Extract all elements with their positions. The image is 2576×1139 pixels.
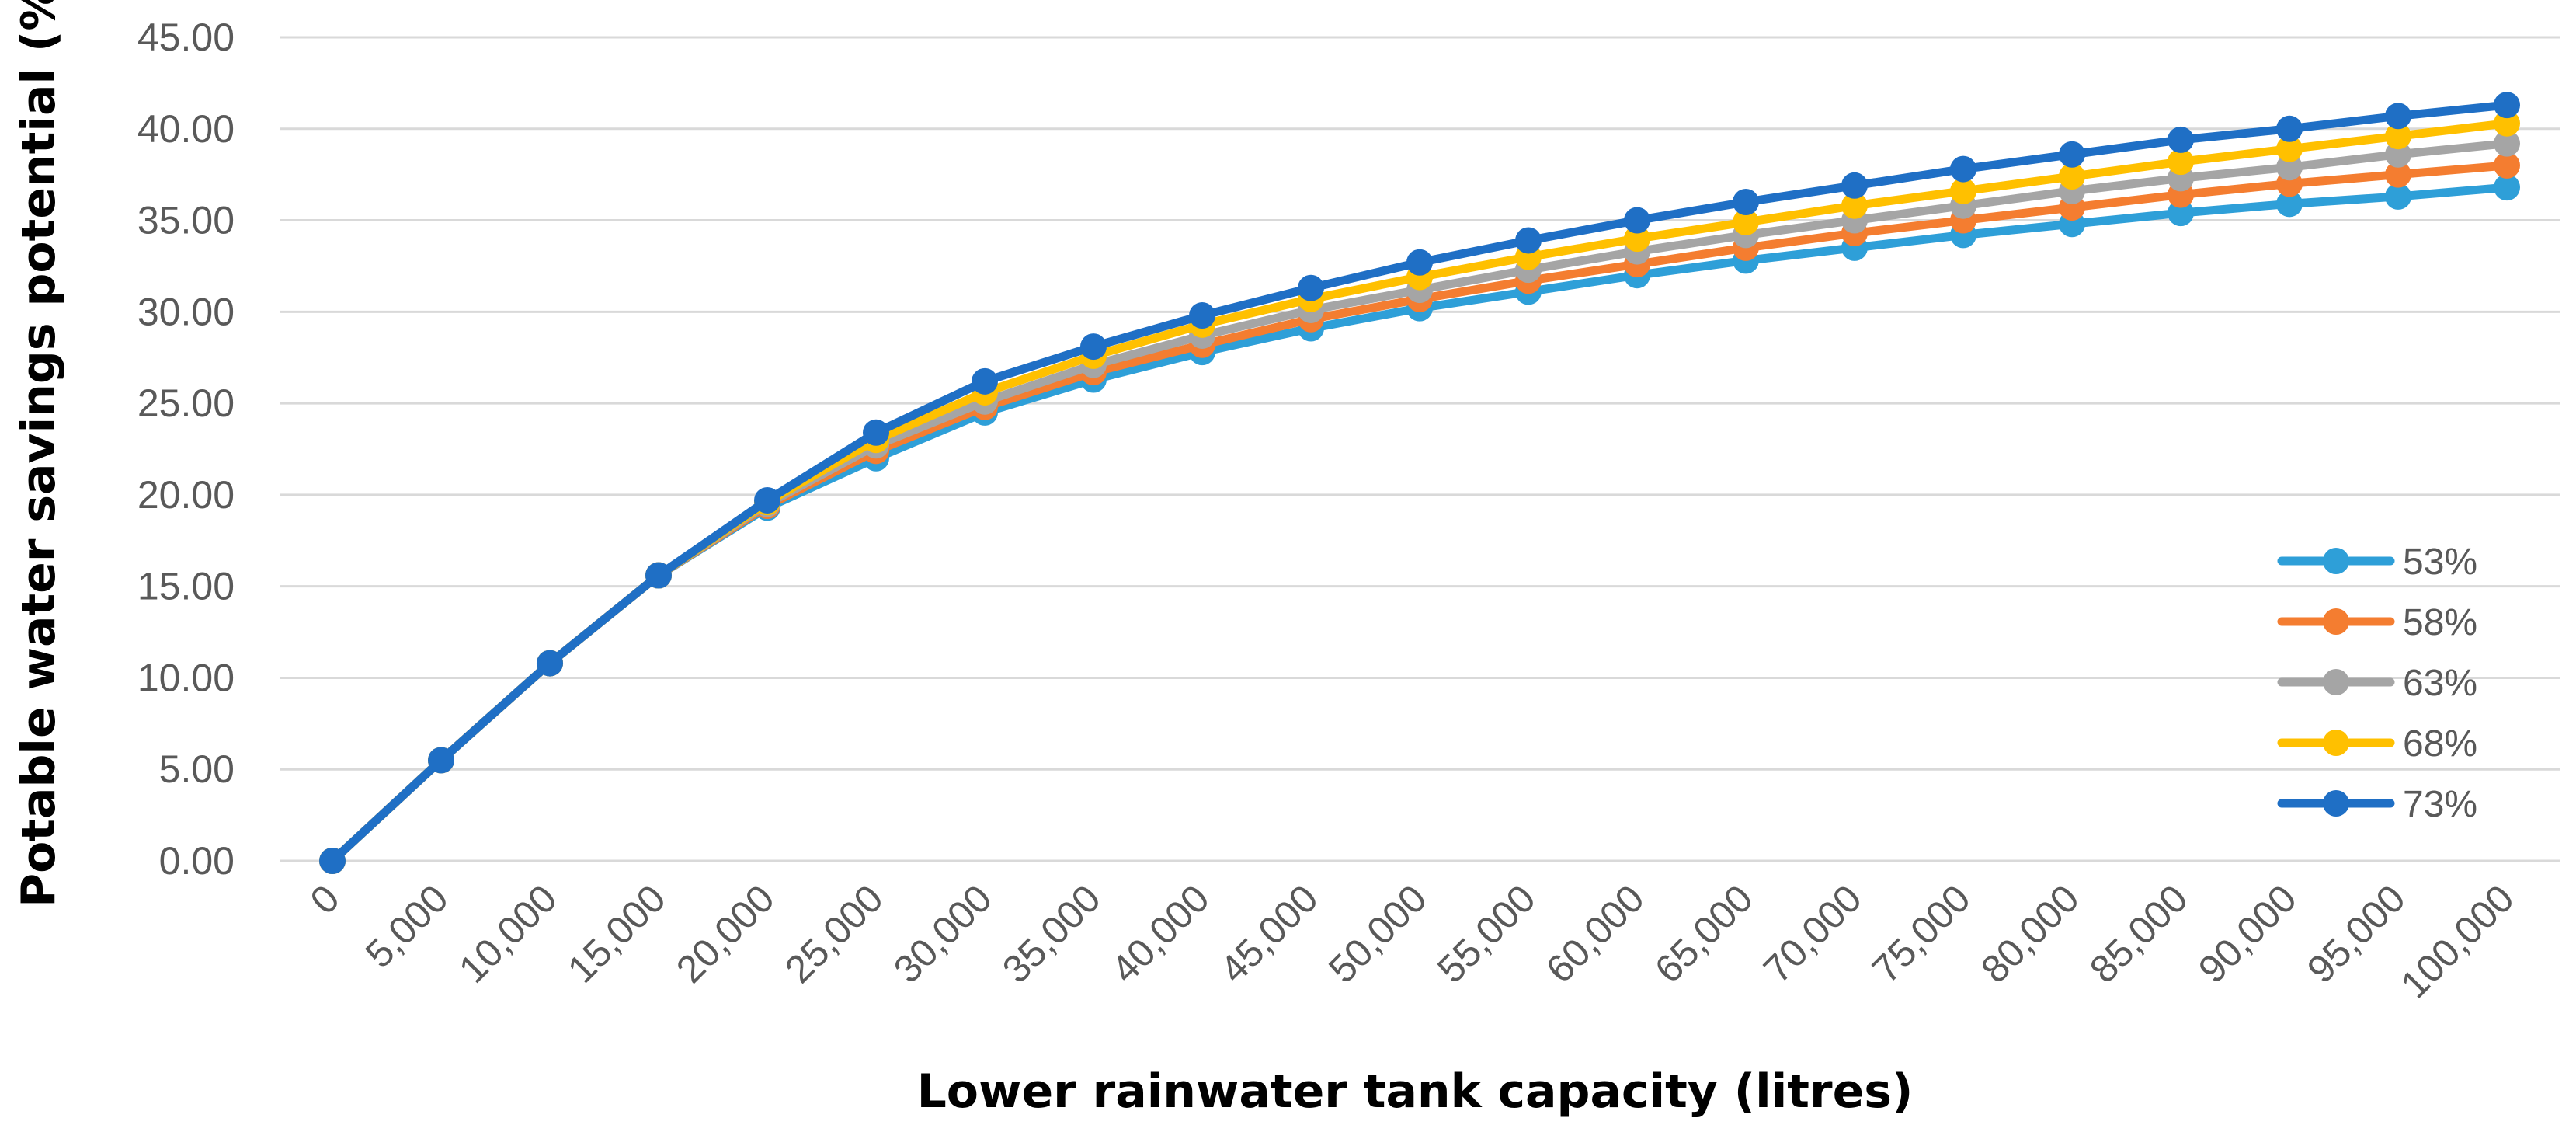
legend-swatch-marker [2323, 790, 2349, 817]
series-73% [319, 92, 2520, 874]
x-axis-title: Lower rainwater tank capacity (litres) [917, 1064, 1914, 1119]
x-tick-label: 85,000 [2081, 876, 2196, 991]
x-tick-label: 30,000 [885, 876, 1000, 991]
data-point [2276, 190, 2303, 218]
data-point [863, 419, 889, 446]
data-point [1841, 192, 1868, 219]
x-tick-label: 65,000 [1646, 876, 1761, 991]
x-tick-label: 5,000 [357, 876, 457, 976]
x-tick-label: 35,000 [994, 876, 1109, 991]
data-point [2494, 92, 2520, 119]
data-point [972, 367, 998, 395]
data-point [2168, 126, 2194, 153]
data-point [2494, 110, 2520, 137]
x-tick-label: 45,000 [1212, 876, 1326, 991]
x-tick-label: 55,000 [1429, 876, 1544, 991]
legend-item: 73% [2277, 784, 2477, 825]
legend-label: 63% [2403, 663, 2477, 704]
y-tick-label: 0.00 [159, 839, 235, 883]
x-tick-label: 90,000 [2190, 876, 2305, 991]
x-tick-label: 25,000 [777, 876, 892, 991]
series-lines [319, 92, 2520, 874]
y-tick-label: 25.00 [137, 381, 235, 425]
legend: 53% 58% 63% 68% 73% [2277, 542, 2477, 825]
data-point [2168, 200, 2194, 227]
x-tick-label: 75,000 [1864, 876, 1979, 991]
data-point [2385, 183, 2411, 210]
x-axis-ticks: 0 5,00010,00015,00020,00025,00030,00035,0… [302, 876, 2522, 1006]
y-tick-label: 45.00 [137, 16, 235, 59]
data-point [2385, 141, 2411, 168]
data-point [1624, 207, 1650, 234]
data-point [428, 747, 454, 774]
legend-swatch-marker [2323, 730, 2349, 756]
data-point [1406, 249, 1433, 276]
data-point [319, 848, 346, 874]
series-68% [319, 110, 2520, 874]
y-tick-label: 35.00 [137, 199, 235, 242]
x-tick-label: 0 [302, 876, 348, 922]
data-point [1950, 155, 1976, 183]
y-tick-label: 30.00 [137, 290, 235, 333]
x-tick-label: 20,000 [668, 876, 783, 991]
y-tick-label: 40.00 [137, 107, 235, 151]
y-tick-label: 20.00 [137, 473, 235, 517]
data-point [1624, 225, 1650, 253]
legend-swatch-marker [2323, 608, 2349, 635]
data-point [2385, 103, 2411, 130]
legend-item: 68% [2277, 723, 2477, 765]
data-point [2276, 154, 2303, 181]
y-axis-title: Potable water savings potential (%) [12, 0, 66, 907]
data-point [537, 650, 563, 677]
legend-item: 63% [2277, 663, 2477, 704]
data-point [2276, 115, 2303, 142]
data-point [2059, 141, 2085, 168]
data-point [1298, 274, 1324, 301]
y-axis-ticks: 0.00 5.00 10.00 15.00 20.00 25.00 30.00 35.00 40… [137, 16, 235, 883]
data-point [1189, 302, 1215, 329]
x-tick-label: 60,000 [1538, 876, 1653, 991]
data-point [1950, 177, 1976, 204]
data-point [2168, 148, 2194, 176]
legend-label: 53% [2403, 542, 2477, 583]
data-point [1515, 227, 1542, 254]
legend-item: 58% [2277, 602, 2477, 643]
data-point [2494, 152, 2520, 179]
y-tick-label: 10.00 [137, 656, 235, 699]
data-point [1080, 333, 1107, 361]
data-point [645, 562, 672, 589]
data-point [1733, 189, 1759, 215]
data-point [2385, 123, 2411, 150]
data-point [1841, 172, 1868, 199]
series-63% [319, 130, 2520, 874]
data-point [2494, 174, 2520, 201]
data-point [2385, 161, 2411, 188]
x-tick-label: 70,000 [1755, 876, 1870, 991]
x-tick-label: 10,000 [450, 876, 565, 991]
data-point [754, 486, 780, 514]
x-tick-label: 80,000 [1973, 876, 2088, 991]
data-point [2059, 163, 2085, 190]
data-point [2276, 135, 2303, 162]
legend-swatch-marker [2323, 669, 2349, 695]
data-point [2494, 130, 2520, 157]
data-point [1733, 208, 1759, 235]
x-tick-label: 15,000 [559, 876, 674, 991]
x-tick-label: 40,000 [1103, 876, 1218, 991]
x-tick-label: 50,000 [1320, 876, 1435, 991]
x-tick-label: 100,000 [2392, 876, 2522, 1006]
legend-label: 68% [2403, 723, 2477, 765]
legend-item: 53% [2277, 542, 2477, 583]
y-tick-label: 5.00 [159, 747, 235, 791]
legend-swatch-marker [2323, 548, 2349, 574]
legend-label: 73% [2403, 784, 2477, 825]
legend-label: 58% [2403, 602, 2477, 643]
series-line [328, 119, 2512, 866]
y-tick-label: 15.00 [137, 565, 235, 608]
